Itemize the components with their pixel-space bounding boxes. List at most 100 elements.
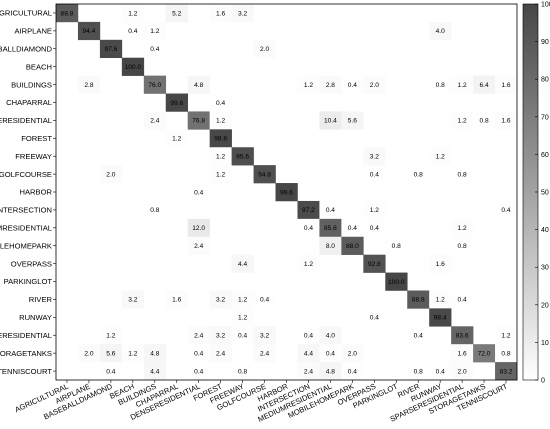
- cell-value-label: 1.2: [216, 171, 225, 178]
- heatmap-cell: [451, 165, 474, 184]
- cell-value-label: 2.0: [348, 350, 357, 357]
- cell-value-label: 0.8: [414, 368, 423, 375]
- heatmap-cell: [451, 362, 474, 381]
- cell-value-label: 2.4: [260, 350, 269, 357]
- heatmap-cell: [429, 254, 452, 273]
- heatmap-cell: [253, 290, 276, 309]
- heatmap-cell: [451, 111, 474, 130]
- cell-value-label: 2.0: [106, 171, 115, 178]
- heatmap-cell: [99, 39, 123, 59]
- cell-value-label: 2.4: [150, 118, 159, 125]
- heatmap-cell: [231, 4, 254, 23]
- cell-value-label: 0.4: [348, 368, 357, 375]
- heatmap-cell: [209, 111, 232, 130]
- row-label: BASEBALLDIAMOND: [0, 44, 53, 53]
- cell-value-label: 5.2: [172, 10, 181, 17]
- heatmap-cell: [407, 326, 430, 345]
- cell-value-label: 1.2: [304, 261, 313, 268]
- colorbar-tick-label: 20: [541, 302, 549, 309]
- cell-value-label: 1.2: [370, 207, 379, 214]
- heatmap-cell: [121, 344, 145, 363]
- cell-value-label: 98.8: [214, 136, 227, 143]
- cell-value-label: 2.0: [84, 350, 93, 357]
- column-labels: AGRICULTURALAIRPLANEBASEBALLDIAMONDBEACH…: [13, 380, 509, 424]
- heatmap-cell: [143, 362, 167, 381]
- heatmap-cell: [187, 362, 210, 381]
- colorbar-tick-label: 10: [541, 340, 549, 347]
- heatmap-cell: [56, 4, 79, 23]
- cell-value-label: 3.2: [128, 297, 137, 304]
- heatmap-cell: [99, 326, 123, 345]
- cell-value-label: 0.8: [238, 368, 247, 375]
- cell-value-label: 1.6: [436, 261, 445, 268]
- heatmap-cell: [495, 200, 518, 220]
- cell-value-label: 2.4: [194, 333, 203, 340]
- cell-value-label: 4.4: [150, 368, 159, 375]
- heatmap-cell: [407, 290, 430, 309]
- heatmap-cell: [165, 290, 189, 309]
- heatmap-cell: [341, 362, 364, 381]
- cell-value-label: 2.8: [84, 82, 93, 89]
- heatmap-cell: [297, 362, 320, 381]
- heatmap-cell: [341, 218, 364, 238]
- row-label: BEACH: [26, 62, 52, 71]
- colorbar-tick-label: 50: [541, 190, 549, 197]
- heatmap-cell: [451, 75, 474, 94]
- cell-value-label: 0.4: [348, 225, 357, 232]
- cell-value-label: 4.8: [194, 82, 203, 89]
- colorbar-tick-label: 70: [541, 114, 549, 121]
- cell-value-label: 83.6: [456, 333, 469, 340]
- colorbar-tick-label: 80: [541, 77, 549, 84]
- cell-value-label: 1.2: [238, 315, 247, 322]
- cell-value-label: 6.4: [479, 82, 488, 89]
- heatmap-cell: [495, 362, 518, 381]
- cell-value-label: 0.4: [194, 368, 203, 375]
- heatmap-cell: [451, 218, 474, 238]
- heatmap-cell: [77, 21, 101, 41]
- cell-value-label: 0.4: [194, 189, 203, 196]
- heatmap-cell: [341, 111, 364, 130]
- heatmap-cell: [495, 75, 518, 94]
- cell-value-label: 1.2: [106, 333, 115, 340]
- cell-value-label: 3.2: [238, 10, 247, 17]
- heatmap-cell: [319, 200, 342, 220]
- heatmap-cell: [253, 165, 276, 184]
- heatmap-cell: [275, 183, 298, 202]
- heatmap-cell: [297, 254, 320, 273]
- cell-value-label: 0.4: [150, 46, 159, 53]
- heatmap-cell: [319, 362, 342, 381]
- heatmap-cell: [187, 75, 210, 94]
- heatmap-cell: [143, 344, 167, 363]
- heatmap-cell: [363, 218, 386, 238]
- cell-value-label: 0.8: [436, 82, 445, 89]
- cell-value-label: 4.0: [436, 28, 445, 35]
- colorbar-tick-label: 40: [541, 227, 549, 234]
- heatmap-cell: [341, 344, 364, 363]
- heatmap-cell: [495, 111, 518, 130]
- cell-value-label: 1.2: [172, 136, 181, 143]
- cell-value-label: 0.8: [479, 118, 488, 125]
- heatmap-cell: [495, 326, 518, 345]
- cell-value-label: 4.8: [326, 368, 335, 375]
- heatmap-cell: [99, 362, 123, 381]
- cell-value-label: 99.6: [280, 189, 293, 196]
- cell-value-label: 92.8: [368, 261, 381, 268]
- cell-value-label: 0.8: [150, 207, 159, 214]
- heatmap-cell: [363, 75, 386, 94]
- cell-value-label: 1.2: [436, 297, 445, 304]
- colorbar-tick-label: 0: [541, 378, 545, 385]
- cell-value-label: 2.8: [326, 82, 335, 89]
- heatmap-cell: [209, 326, 232, 345]
- heatmap-cell: [231, 362, 254, 381]
- cell-value-label: 0.4: [458, 297, 467, 304]
- row-label: HARBOR: [20, 188, 53, 197]
- cell-value-label: 88.0: [346, 243, 359, 250]
- heatmap-cell: [473, 111, 496, 130]
- heatmap-cell: [143, 200, 167, 220]
- heatmap-cell: [319, 218, 342, 238]
- colorbar-tick-label: 60: [541, 152, 549, 159]
- heatmap-cell: [407, 362, 430, 381]
- cell-value-label: 1.6: [458, 350, 467, 357]
- cell-value-label: 5.6: [348, 118, 357, 125]
